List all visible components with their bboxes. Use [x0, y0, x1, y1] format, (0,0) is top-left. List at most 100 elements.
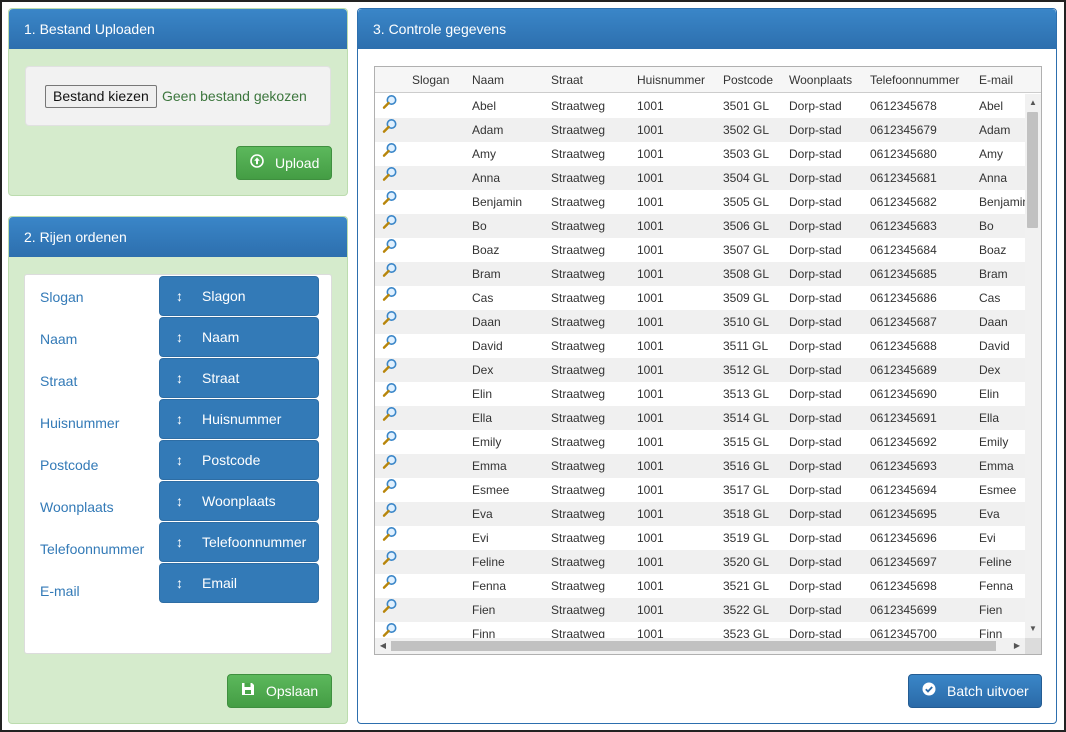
table-row[interactable]: Bo Straatweg 1001 3506 GL Dorp-stad 061234568…: [375, 214, 1025, 238]
magnifier-icon[interactable]: [382, 142, 398, 158]
table-cell: 1001: [637, 339, 664, 353]
order-drag-button[interactable]: ↕ Postcode: [159, 440, 319, 480]
order-drag-button[interactable]: ↕ Huisnummer: [159, 399, 319, 439]
table-cell: Straatweg: [551, 339, 606, 353]
table-row[interactable]: Fien Straatweg 1001 3522 GL Dorp-stad 0612345…: [375, 598, 1025, 622]
magnifier-icon[interactable]: [382, 358, 398, 374]
order-list: Slogan ↕ Slagon Naam ↕ Naam Straat ↕ Straat Huisn…: [24, 274, 332, 654]
magnifier-icon[interactable]: [382, 166, 398, 182]
magnifier-icon[interactable]: [382, 550, 398, 566]
magnifier-icon[interactable]: [382, 334, 398, 350]
table-cell: Benjamin: [979, 195, 1025, 209]
batch-export-button[interactable]: Batch uitvoer: [908, 674, 1042, 708]
order-drag-button[interactable]: ↕ Straat: [159, 358, 319, 398]
vertical-scrollbar[interactable]: ▲ ▼: [1025, 94, 1041, 638]
order-drag-button[interactable]: ↕ Slagon: [159, 276, 319, 316]
table-cell: Straatweg: [551, 603, 606, 617]
horizontal-scroll-thumb[interactable]: [391, 641, 996, 651]
vertical-scroll-thumb[interactable]: [1027, 112, 1038, 228]
magnifier-icon[interactable]: [382, 526, 398, 542]
magnifier-icon[interactable]: [382, 118, 398, 134]
table-cell: Finn: [472, 627, 496, 638]
magnifier-icon[interactable]: [382, 286, 398, 302]
column-header[interactable]: Telefoonnummer: [870, 73, 960, 87]
table-row[interactable]: Dex Straatweg 1001 3512 GL Dorp-stad 06123456…: [375, 358, 1025, 382]
magnifier-icon[interactable]: [382, 478, 398, 494]
table-row[interactable]: Amy Straatweg 1001 3503 GL Dorp-stad 06123456…: [375, 142, 1025, 166]
table-row[interactable]: Boaz Straatweg 1001 3507 GL Dorp-stad 0612345…: [375, 238, 1025, 262]
magnifier-icon[interactable]: [382, 382, 398, 398]
table-row[interactable]: Cas Straatweg 1001 3509 GL Dorp-stad 06123456…: [375, 286, 1025, 310]
column-header[interactable]: Huisnummer: [637, 73, 706, 87]
table-row[interactable]: Finn Straatweg 1001 3523 GL Dorp-stad 0612345…: [375, 622, 1025, 638]
scrollbar-corner: [1025, 638, 1041, 654]
table-cell: Boaz: [472, 243, 500, 257]
scroll-up-icon[interactable]: ▲: [1029, 98, 1037, 107]
check-circle-icon: [921, 675, 937, 707]
magnifier-icon[interactable]: [382, 430, 398, 446]
order-button-label: Woonplaats: [202, 493, 276, 509]
magnifier-icon[interactable]: [382, 598, 398, 614]
table-cell: Straatweg: [551, 363, 606, 377]
magnifier-icon[interactable]: [382, 622, 398, 638]
magnifier-icon[interactable]: [382, 406, 398, 422]
table-cell: Esmee: [472, 483, 510, 497]
column-header[interactable]: Naam: [472, 73, 505, 87]
grid-body[interactable]: Abel Straatweg 1001 3501 GL Dorp-stad 0612345…: [375, 94, 1025, 638]
upload-button[interactable]: Upload: [236, 146, 332, 180]
save-button[interactable]: Opslaan: [227, 674, 332, 708]
order-drag-button[interactable]: ↕ Naam: [159, 317, 319, 357]
table-cell: Dex: [979, 363, 1001, 377]
table-row[interactable]: Esmee Straatweg 1001 3517 GL Dorp-stad 061234…: [375, 478, 1025, 502]
table-row[interactable]: Adam Straatweg 1001 3502 GL Dorp-stad 0612345…: [375, 118, 1025, 142]
save-icon: [240, 675, 256, 707]
scroll-left-icon[interactable]: ◀: [379, 641, 387, 650]
table-cell: Adam: [979, 123, 1011, 137]
table-row[interactable]: Fenna Straatweg 1001 3521 GL Dorp-stad 061234…: [375, 574, 1025, 598]
table-cell: 1001: [637, 531, 664, 545]
table-cell: 0612345689: [870, 363, 937, 377]
magnifier-icon[interactable]: [382, 310, 398, 326]
table-row[interactable]: Abel Straatweg 1001 3501 GL Dorp-stad 0612345…: [375, 94, 1025, 118]
magnifier-icon[interactable]: [382, 502, 398, 518]
table-cell: 3505 GL: [723, 195, 770, 209]
table-row[interactable]: Evi Straatweg 1001 3519 GL Dorp-stad 06123456…: [375, 526, 1025, 550]
table-row[interactable]: Anna Straatweg 1001 3504 GL Dorp-stad 0612345…: [375, 166, 1025, 190]
magnifier-icon[interactable]: [382, 454, 398, 470]
magnifier-icon[interactable]: [382, 94, 398, 110]
table-cell: 3501 GL: [723, 99, 770, 113]
magnifier-icon[interactable]: [382, 190, 398, 206]
table-row[interactable]: Eva Straatweg 1001 3518 GL Dorp-stad 06123456…: [375, 502, 1025, 526]
table-row[interactable]: Elin Straatweg 1001 3513 GL Dorp-stad 0612345…: [375, 382, 1025, 406]
table-row[interactable]: Feline Straatweg 1001 3520 GL Dorp-stad 06123…: [375, 550, 1025, 574]
choose-file-button[interactable]: Bestand kiezen: [45, 85, 157, 108]
scroll-right-icon[interactable]: ▶: [1013, 641, 1021, 650]
column-header[interactable]: Woonplaats: [789, 73, 853, 87]
column-header[interactable]: Postcode: [723, 73, 774, 87]
table-cell: Feline: [472, 555, 505, 569]
table-row[interactable]: Emily Straatweg 1001 3515 GL Dorp-stad 061234…: [375, 430, 1025, 454]
table-row[interactable]: Benjamin Straatweg 1001 3505 GL Dorp-stad 061…: [375, 190, 1025, 214]
table-cell: 3511 GL: [723, 339, 769, 353]
magnifier-icon[interactable]: [382, 238, 398, 254]
horizontal-scrollbar[interactable]: ◀ ▶: [375, 638, 1025, 654]
batch-export-label: Batch uitvoer: [947, 683, 1029, 699]
order-drag-button[interactable]: ↕ Telefoonnummer: [159, 522, 319, 562]
table-row[interactable]: Daan Straatweg 1001 3510 GL Dorp-stad 0612345…: [375, 310, 1025, 334]
table-row[interactable]: Emma Straatweg 1001 3516 GL Dorp-stad 0612345…: [375, 454, 1025, 478]
column-header[interactable]: E-mail: [979, 73, 1014, 87]
table-row[interactable]: Bram Straatweg 1001 3508 GL Dorp-stad 0612345…: [375, 262, 1025, 286]
magnifier-icon[interactable]: [382, 214, 398, 230]
order-field-label: Straat: [40, 373, 78, 389]
magnifier-icon[interactable]: [382, 262, 398, 278]
table-row[interactable]: Ella Straatweg 1001 3514 GL Dorp-stad 0612345…: [375, 406, 1025, 430]
column-header[interactable]: Straat: [551, 73, 584, 87]
order-drag-button[interactable]: ↕ Email: [159, 563, 319, 603]
table-cell: Straatweg: [551, 555, 606, 569]
table-row[interactable]: David Straatweg 1001 3511 GL Dorp-stad 061234…: [375, 334, 1025, 358]
magnifier-icon[interactable]: [382, 574, 398, 590]
order-drag-button[interactable]: ↕ Woonplaats: [159, 481, 319, 521]
scroll-down-icon[interactable]: ▼: [1029, 624, 1037, 633]
table-cell: 1001: [637, 579, 664, 593]
column-header[interactable]: Slogan: [412, 73, 450, 87]
